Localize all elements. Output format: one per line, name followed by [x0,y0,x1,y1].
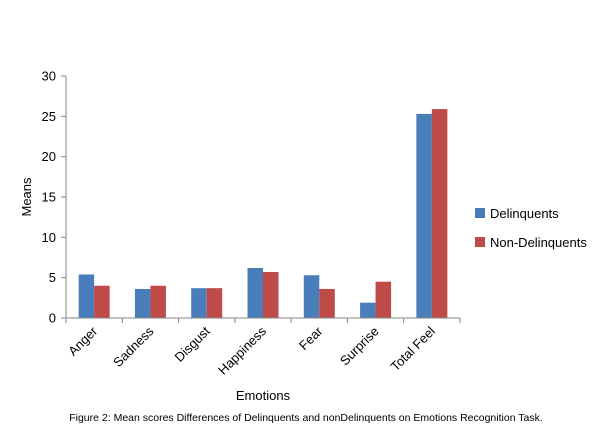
y-tick-label: 20 [42,149,56,164]
legend: Delinquents Non-Delinquents [475,206,587,250]
bar-non-delinquents-happiness [263,272,279,318]
x-tick-label-happiness: Happiness [215,323,269,377]
bar-non-delinquents-total-feel [431,109,448,318]
bar-non-delinquents-fear [319,288,335,318]
bar-delinquents-total-feel [416,113,432,318]
y-tick-label: 25 [42,109,56,124]
x-tick-label-fear: Fear [296,323,326,353]
y-tick-label: 0 [49,311,56,326]
y-ticks-group: 0 5 10 15 20 25 30 [42,69,66,326]
x-tick-labels-group: Anger Sadness Disgust Happiness Fear Surprise… [65,323,438,378]
bars-group [78,109,448,318]
y-tick-label: 30 [42,69,56,84]
x-tick-label-disgust: Disgust [172,323,214,365]
bar-delinquents-surprise [360,302,376,318]
legend-swatch-delinquents [475,208,485,218]
y-tick-label: 5 [49,270,56,285]
bar-non-delinquents-anger [94,285,110,318]
legend-label-delinquents: Delinquents [490,206,559,221]
legend-swatch-non-delinquents [475,237,485,247]
bar-delinquents-anger [78,274,95,318]
x-tick-label-anger: Anger [65,323,101,359]
figure-caption: Figure 2: Mean scores Differences of Del… [69,412,543,424]
y-axis-title: Means [19,177,34,217]
y-tick-label: 15 [42,190,56,205]
bar-delinquents-fear [303,275,320,318]
bar-delinquents-disgust [191,288,207,318]
x-tick-label-sadness: Sadness [110,323,157,370]
y-tick-label: 10 [42,230,56,245]
bar-non-delinquents-surprise [375,281,392,318]
bar-delinquents-sadness [134,288,151,318]
x-tick-label-total-feel: Total Feel [388,323,439,374]
bar-delinquents-happiness [247,267,263,318]
x-tick-label-surprise: Surprise [337,324,382,369]
x-axis-title: Emotions [236,388,291,403]
bar-non-delinquents-sadness [150,285,166,318]
legend-label-non-delinquents: Non-Delinquents [490,235,587,250]
x-ticks-group [65,318,461,323]
bar-non-delinquents-disgust [206,288,223,318]
